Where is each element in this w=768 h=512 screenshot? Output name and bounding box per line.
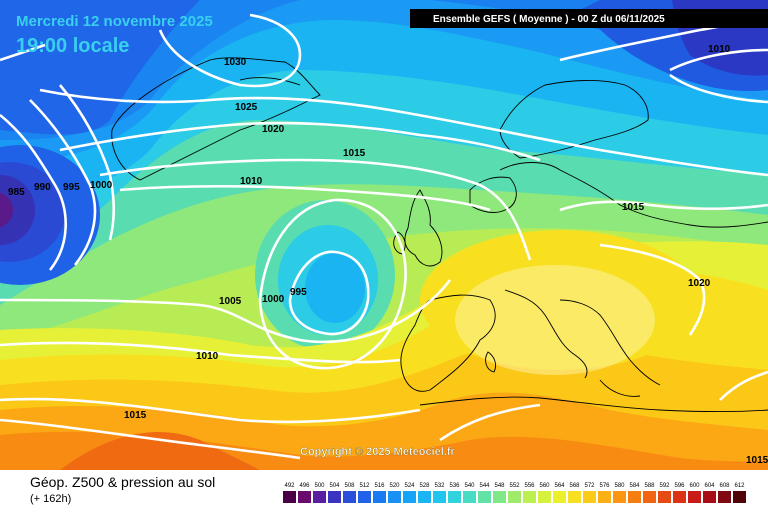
isobar-label: 1000 xyxy=(262,294,285,305)
legend-title: Géop. Z500 & pression au sol xyxy=(30,474,216,490)
run-info: Ensemble GEFS ( Moyenne ) - 00 Z du 06/1… xyxy=(433,14,665,25)
isobar-label: 995 xyxy=(63,182,80,193)
scale-label: 508 xyxy=(344,483,355,489)
scale-swatch xyxy=(373,491,386,503)
isobars xyxy=(0,13,768,460)
scale-label: 572 xyxy=(584,483,595,489)
scale-label: 584 xyxy=(629,483,640,489)
scale-label: 612 xyxy=(734,483,745,489)
scale-swatch xyxy=(508,491,521,503)
map-local-time: 19:00 locale xyxy=(16,35,129,57)
scale-label: 564 xyxy=(554,483,565,489)
isobar-label: 1005 xyxy=(219,296,242,307)
scale-swatch xyxy=(553,491,566,503)
isobar-label: 1015 xyxy=(343,148,366,159)
scale-swatch xyxy=(418,491,431,503)
isobar-label: 1030 xyxy=(224,57,247,68)
isobar-label: 1010 xyxy=(708,44,731,55)
scale-label: 524 xyxy=(404,483,415,489)
scale-label: 496 xyxy=(299,483,310,489)
scale-swatch xyxy=(403,491,416,503)
scale-label: 532 xyxy=(434,483,445,489)
scale-swatch xyxy=(703,491,716,503)
scale-label: 504 xyxy=(329,483,340,489)
isobar-label: 1025 xyxy=(235,102,258,113)
scale-label: 596 xyxy=(674,483,685,489)
isobar-label: 1020 xyxy=(688,278,711,289)
isobar-label: 1000 xyxy=(90,180,113,191)
scale-swatch xyxy=(448,491,461,503)
scale-swatch xyxy=(733,491,746,503)
isobar-label: 995 xyxy=(290,287,307,298)
isobar-label: 1015 xyxy=(622,202,645,213)
isobar-label: 1020 xyxy=(262,124,285,135)
scale-swatch xyxy=(643,491,656,503)
scale-label: 552 xyxy=(509,483,520,489)
isobar-labels-extra: 995 1000 xyxy=(63,180,113,193)
scale-label: 548 xyxy=(494,483,505,489)
scale-label: 516 xyxy=(374,483,385,489)
isobar-label: 990 xyxy=(34,182,51,193)
isobar-label: 1015 xyxy=(746,455,768,466)
scale-swatch xyxy=(658,491,671,503)
scale-label: 580 xyxy=(614,483,625,489)
scale-label: 512 xyxy=(359,483,370,489)
scale-label: 520 xyxy=(389,483,400,489)
scale-swatch xyxy=(313,491,326,503)
scale-swatch xyxy=(463,491,476,503)
isobar-label: 1010 xyxy=(240,176,263,187)
geopotential-fill xyxy=(0,0,768,470)
scale-label: 588 xyxy=(644,483,655,489)
scale-swatch xyxy=(598,491,611,503)
scale-label: 608 xyxy=(719,483,730,489)
coastlines xyxy=(111,57,768,412)
scale-label: 576 xyxy=(599,483,610,489)
scale-swatch xyxy=(583,491,596,503)
scale-swatch xyxy=(688,491,701,503)
scale-swatch xyxy=(568,491,581,503)
scale-swatch xyxy=(523,491,536,503)
scale-swatch xyxy=(538,491,551,503)
color-scale: 492 496 500 504 508 512 516 520 524 528 532 536 540 5… xyxy=(283,483,746,503)
scale-swatch xyxy=(478,491,491,503)
scale-label: 500 xyxy=(314,483,325,489)
scale-swatch xyxy=(493,491,506,503)
scale-label: 560 xyxy=(539,483,550,489)
scale-label: 604 xyxy=(704,483,715,489)
scale-label: 544 xyxy=(479,483,490,489)
isobar-label: 985 xyxy=(8,187,25,198)
scale-label: 568 xyxy=(569,483,580,489)
scale-swatch xyxy=(358,491,371,503)
scale-swatch xyxy=(328,491,341,503)
scale-swatch xyxy=(628,491,641,503)
copyright: Copyright © 2025 Meteociel.fr xyxy=(300,446,456,458)
map-date: Mercredi 12 novembre 2025 xyxy=(16,13,213,30)
scale-label: 536 xyxy=(449,483,460,489)
run-info-box xyxy=(410,9,768,28)
isobar-label: 1010 xyxy=(196,351,219,362)
scale-swatch xyxy=(718,491,731,503)
scale-label: 528 xyxy=(419,483,430,489)
scale-label: 600 xyxy=(689,483,700,489)
scale-swatch xyxy=(283,491,296,503)
scale-label: 556 xyxy=(524,483,535,489)
legend-subtitle: (+ 162h) xyxy=(30,493,72,505)
scale-swatch xyxy=(673,491,686,503)
isobar-labels: 1030 1025 1020 1015 1010 1005 1000 995 9… xyxy=(8,44,768,466)
scale-swatch xyxy=(343,491,356,503)
scale-swatch xyxy=(388,491,401,503)
scale-swatch xyxy=(433,491,446,503)
scale-swatch xyxy=(298,491,311,503)
scale-swatch xyxy=(613,491,626,503)
scale-label: 540 xyxy=(464,483,475,489)
scale-label: 492 xyxy=(284,483,295,489)
scale-label: 592 xyxy=(659,483,670,489)
weather-map: 1030 1025 1020 1015 1010 1005 1000 995 9… xyxy=(0,0,768,470)
isobar-label: 1015 xyxy=(124,410,147,421)
